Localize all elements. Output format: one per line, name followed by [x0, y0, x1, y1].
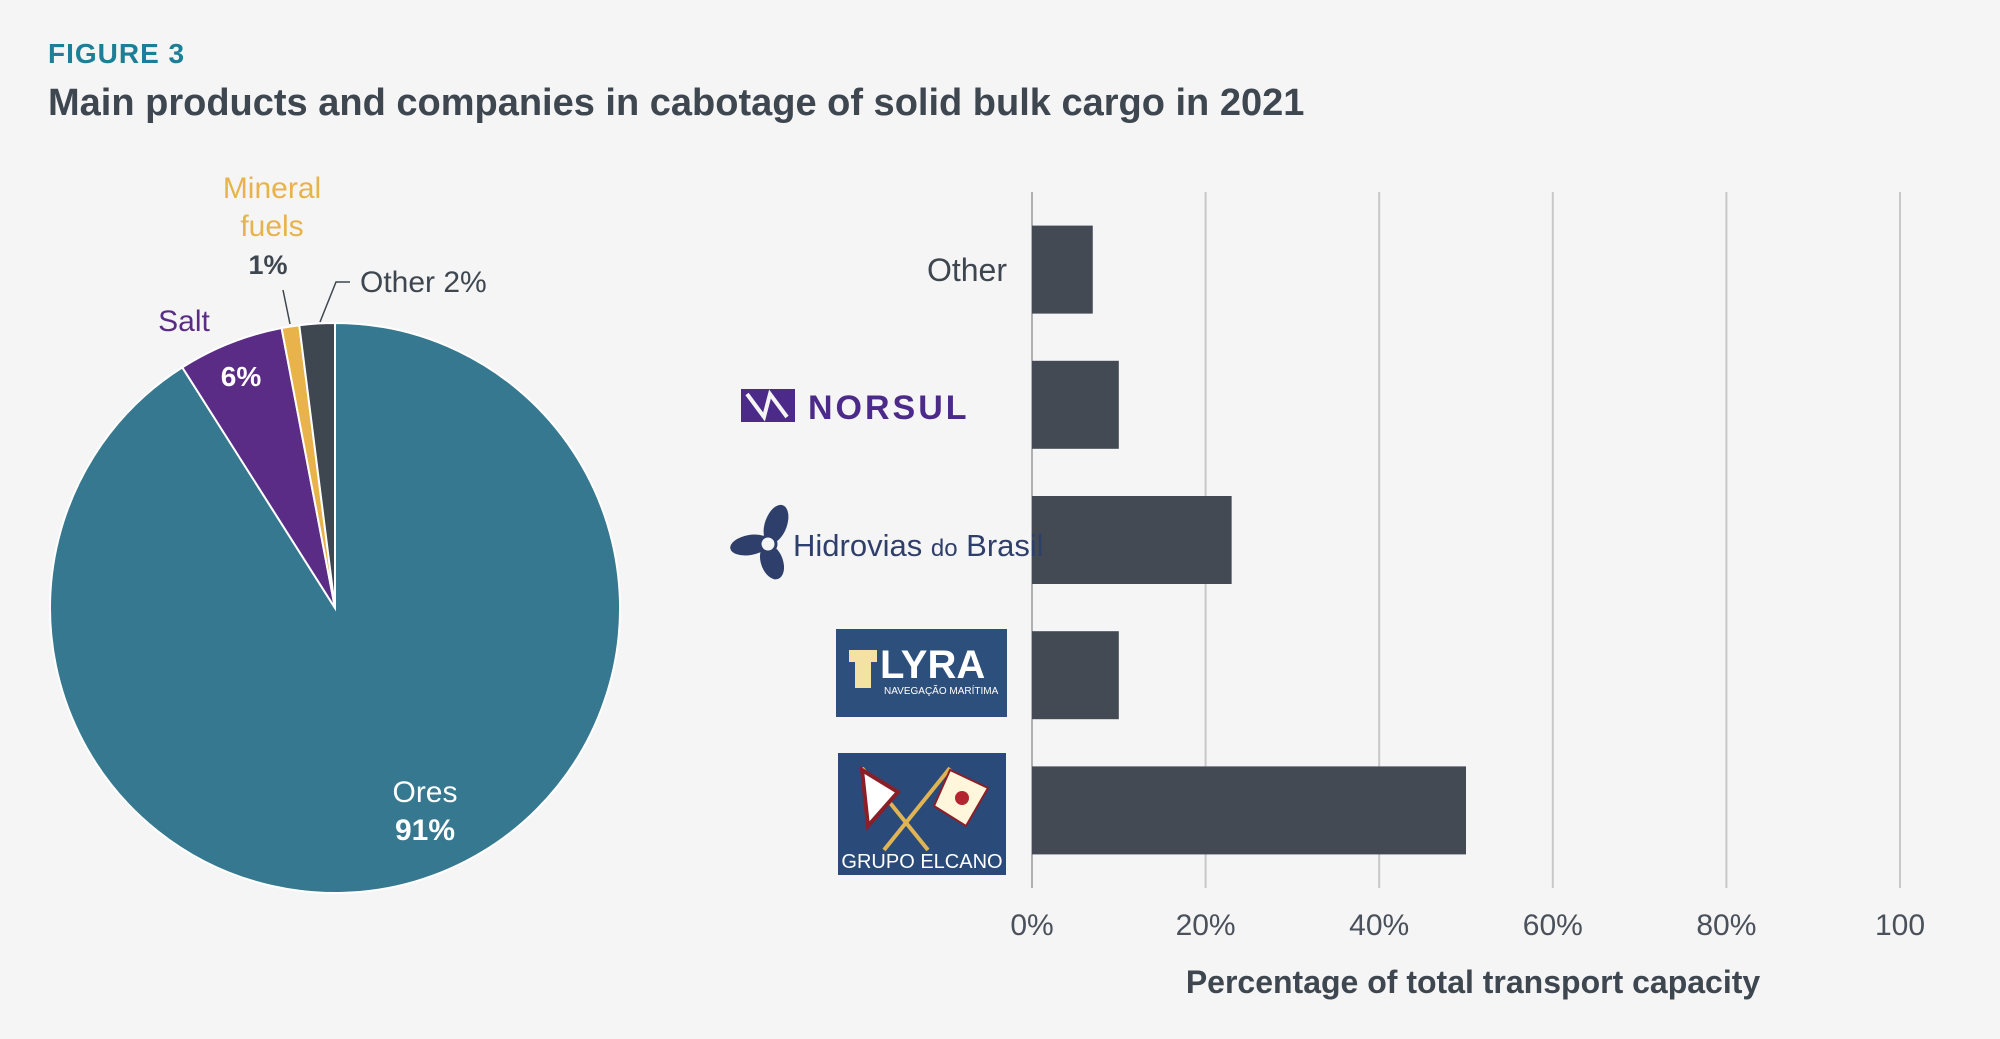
bar-hidrovias-do-brasil	[1032, 496, 1232, 584]
hidrovias-wordmark: Hidrovias do Brasil	[793, 528, 1044, 563]
lyra-cross-icon	[849, 650, 877, 688]
lyra-wordmark: LYRA	[880, 643, 985, 687]
bar-other	[1032, 225, 1093, 314]
bar-ticks: 0% 20% 40% 60% 80% 100	[1010, 909, 1925, 942]
pie-chart: Ores 91% Salt 6% Mineral fuels 1% Other …	[49, 172, 621, 894]
bar-grupo-elcano	[1032, 766, 1466, 855]
hidrovias-petal-top	[763, 504, 789, 544]
elcano-flag-pole-right	[882, 766, 952, 852]
hidrovias-petal-bottom	[759, 544, 785, 580]
x-tick-label: 40%	[1349, 909, 1409, 942]
pie-slice-other	[298, 321, 336, 609]
bar-lyra	[1032, 631, 1119, 720]
pie-label-mineral-line1: Mineral	[223, 172, 321, 205]
figure-title: Main products and companies in cabotage …	[48, 82, 1305, 124]
hidrovias-hub	[758, 534, 778, 554]
pie-label-other: Other 2%	[360, 266, 487, 299]
pie-label-mineral-line2: fuels	[240, 210, 303, 243]
hidrovias-logo: Hidrovias do Brasil	[730, 504, 1044, 580]
x-tick-label: 100	[1875, 909, 1925, 942]
lyra-logo: LYRA NAVEGAÇÃO MARÍTIMA	[836, 629, 1007, 717]
x-tick-label: 80%	[1696, 909, 1756, 942]
elcano-wordmark: GRUPO ELCANO	[841, 851, 1002, 873]
category-label-other: Other	[927, 252, 1007, 288]
elcano-logo: GRUPO ELCANO	[838, 753, 1006, 875]
bar-norsul	[1032, 360, 1119, 449]
elcano-flag-left-icon	[859, 766, 902, 831]
norsul-wordmark: NORSUL	[808, 389, 970, 427]
norsul-mark-stripes	[745, 389, 789, 422]
elcano-flag-emblem	[955, 791, 969, 805]
pie-slices	[49, 321, 621, 894]
x-tick-label: 60%	[1523, 909, 1583, 942]
pie-value-ores: 91%	[395, 814, 455, 847]
mineral-fuels-leader-line	[282, 289, 291, 325]
pie-label-ores: Ores	[392, 776, 457, 809]
pie-value-salt: 6%	[221, 361, 262, 392]
other-leader-line	[319, 281, 350, 323]
lyra-subtitle: NAVEGAÇÃO MARÍTIMA	[884, 684, 999, 697]
x-tick-label: 20%	[1176, 909, 1236, 942]
pie-value-mineral-fuels: 1%	[248, 250, 287, 280]
pie-label-salt: Salt	[158, 305, 210, 338]
x-axis-label: Percentage of total transport capacity	[1186, 964, 1761, 1000]
bar-bars	[1032, 225, 1466, 855]
norsul-logo: NORSUL	[741, 389, 970, 427]
bar-chart: 0% 20% 40% 60% 80% 100 Percentage of total tr…	[730, 192, 1925, 1000]
figure-label: FIGURE 3	[48, 38, 186, 69]
x-tick-label: 0%	[1010, 909, 1053, 942]
